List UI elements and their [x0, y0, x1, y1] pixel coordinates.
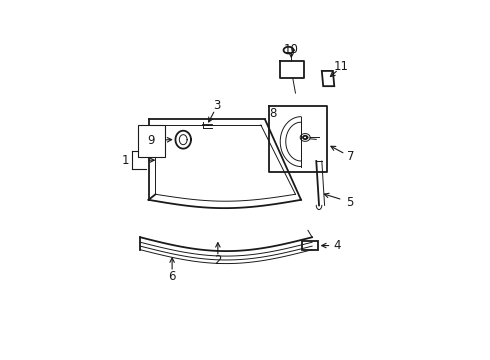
Text: 7: 7: [347, 150, 355, 163]
Text: 10: 10: [284, 43, 299, 56]
Text: 11: 11: [334, 60, 349, 73]
Text: 9: 9: [147, 134, 155, 147]
Text: 3: 3: [213, 99, 220, 112]
Text: 1: 1: [121, 154, 129, 167]
Text: 6: 6: [169, 270, 176, 283]
Bar: [302, 242, 318, 250]
Text: 5: 5: [346, 196, 353, 209]
Text: 8: 8: [269, 107, 276, 120]
Text: 4: 4: [333, 239, 341, 252]
Text: 2: 2: [214, 254, 221, 267]
